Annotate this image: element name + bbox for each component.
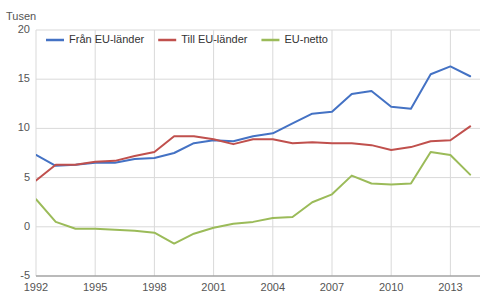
y-tick-label: 10 bbox=[18, 121, 30, 133]
legend: Från EU-länder Till EU-länder EU-netto bbox=[46, 33, 328, 45]
series-line bbox=[36, 126, 470, 180]
legend-label: EU-netto bbox=[284, 33, 327, 45]
lines bbox=[36, 66, 470, 243]
legend-swatch bbox=[46, 39, 64, 42]
y-tick-label: 20 bbox=[18, 23, 30, 35]
x-grid-line bbox=[332, 30, 333, 276]
y-tick-label: 5 bbox=[24, 171, 30, 183]
legend-swatch bbox=[261, 39, 279, 42]
y-grid-line bbox=[36, 128, 480, 129]
x-tick-label: 2010 bbox=[379, 281, 403, 293]
x-tick-label: 2013 bbox=[438, 281, 462, 293]
x-tick-label: 2004 bbox=[261, 281, 285, 293]
x-grid-line bbox=[391, 30, 392, 276]
series-line bbox=[36, 152, 470, 244]
chart: -5 0 5 10 15 20 1992 1995 1998 2001 2004 2007 2010 20… bbox=[0, 0, 492, 302]
x-axis-line bbox=[36, 276, 480, 277]
x-grid-line bbox=[36, 30, 37, 276]
y-tick-label: -5 bbox=[20, 269, 30, 281]
series-line bbox=[36, 66, 470, 165]
x-tick-label: 1992 bbox=[24, 281, 48, 293]
x-tick-label: 1995 bbox=[83, 281, 107, 293]
grid bbox=[36, 30, 480, 276]
x-tick-label: 2001 bbox=[201, 281, 225, 293]
y-tick-label: 0 bbox=[24, 220, 30, 232]
y-grid-line bbox=[36, 79, 480, 80]
legend-label: Från EU-länder bbox=[69, 33, 145, 45]
x-tick-label: 2007 bbox=[320, 281, 344, 293]
y-grid-line bbox=[36, 226, 480, 227]
y-grid-line bbox=[36, 276, 480, 277]
y-grid-line bbox=[36, 30, 480, 31]
legend-label: Till EU-länder bbox=[181, 33, 248, 45]
y-tick-label: 15 bbox=[18, 72, 30, 84]
x-grid-line bbox=[272, 30, 273, 276]
axes: -5 0 5 10 15 20 1992 1995 1998 2001 2004 2007 2010 20… bbox=[18, 23, 480, 293]
x-tick-label: 1998 bbox=[142, 281, 166, 293]
x-grid-line bbox=[213, 30, 214, 276]
y-axis-label: Tusen bbox=[6, 10, 36, 22]
x-grid-line bbox=[95, 30, 96, 276]
legend-swatch bbox=[158, 39, 176, 42]
